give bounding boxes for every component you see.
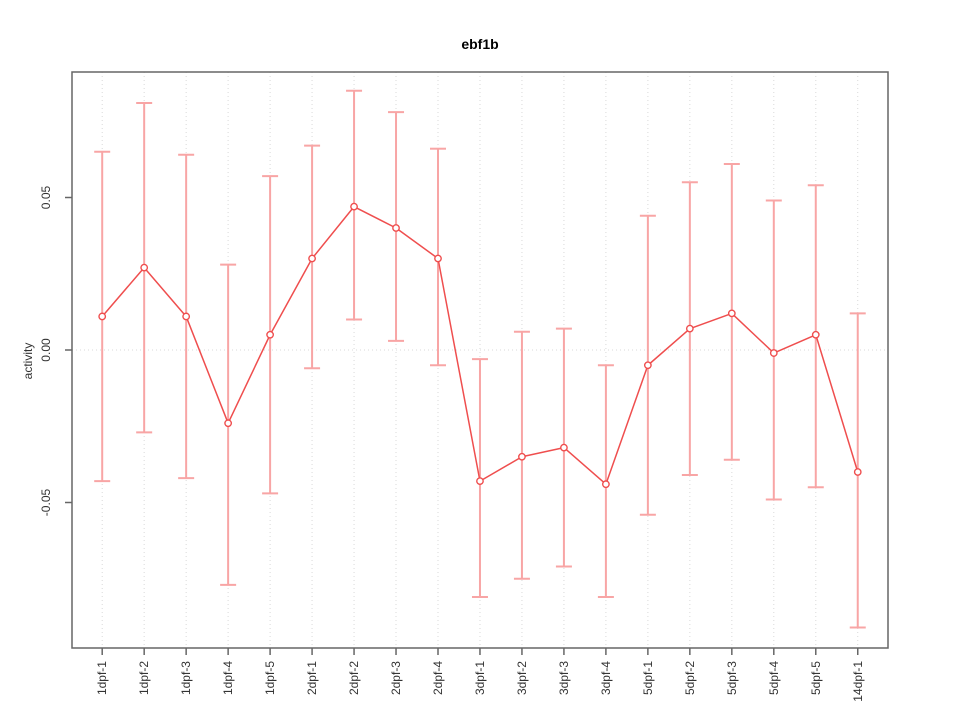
data-point: [727, 309, 736, 318]
x-tick-label: 2dpf-3: [389, 661, 403, 695]
data-point: [685, 324, 694, 333]
x-tick-label: 2dpf-1: [305, 661, 319, 695]
x-tick-label: 3dpf-2: [515, 661, 529, 695]
data-point: [182, 312, 191, 321]
x-tick-label: 5dpf-5: [809, 661, 823, 695]
x-tick-label: 5dpf-2: [683, 661, 697, 695]
x-tick-label: 2dpf-4: [431, 661, 445, 695]
y-tick-label: 0.05: [39, 185, 53, 209]
data-point: [434, 254, 442, 263]
x-tick-label: 3dpf-4: [599, 661, 613, 695]
x-tick-label: 2dpf-2: [347, 661, 361, 695]
data-point: [560, 443, 568, 452]
data-point: [140, 263, 149, 272]
data-point: [769, 349, 778, 357]
data-point: [350, 202, 358, 211]
data-point: [98, 312, 107, 321]
x-tick-label: 1dpf-3: [179, 661, 193, 695]
chart-title: ebf1b: [461, 36, 499, 52]
x-tick-label: 1dpf-1: [95, 661, 109, 695]
data-point: [224, 419, 233, 428]
data-point: [602, 480, 610, 489]
data-point: [518, 452, 526, 461]
x-tick-label: 5dpf-3: [725, 661, 739, 695]
y-tick-label: 0.00: [39, 338, 53, 362]
x-tick-label: 3dpf-3: [557, 661, 571, 695]
y-tick-label: -0.05: [39, 489, 53, 517]
x-tick-label: 3dpf-1: [473, 661, 487, 695]
x-tick-label: 5dpf-4: [767, 661, 781, 695]
x-tick-label: 14dpf-1: [851, 661, 865, 702]
data-point: [392, 224, 400, 232]
data-point: [643, 361, 652, 370]
x-tick-label: 1dpf-5: [263, 661, 277, 695]
x-tick-label: 5dpf-1: [641, 661, 655, 695]
x-tick-label: 1dpf-2: [137, 661, 151, 695]
data-point: [308, 254, 316, 263]
data-point: [853, 468, 862, 476]
x-tick-label: 1dpf-4: [221, 661, 235, 695]
data-point: [811, 330, 820, 339]
data-point: [476, 477, 484, 486]
data-point: [266, 330, 274, 339]
